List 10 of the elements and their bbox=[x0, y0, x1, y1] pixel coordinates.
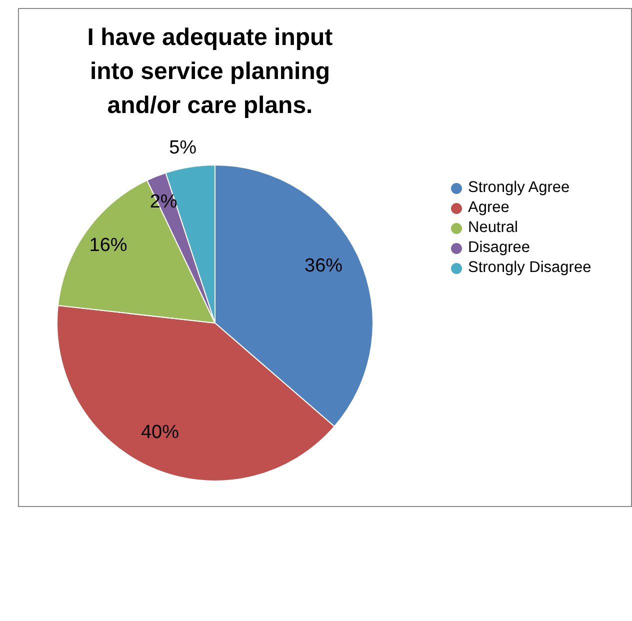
legend-label: Strongly Disagree bbox=[468, 259, 592, 277]
legend-label: Strongly Agree bbox=[468, 179, 570, 197]
data-label: 40% bbox=[140, 422, 180, 443]
legend-label: Agree bbox=[468, 199, 510, 217]
data-label: 16% bbox=[89, 235, 128, 256]
data-label: 5% bbox=[169, 138, 197, 159]
chart-title: I have adequate input into service planning and/or care plans. bbox=[86, 23, 334, 121]
data-label: 36% bbox=[304, 256, 343, 277]
legend-label: Neutral bbox=[468, 219, 518, 237]
legend-label: Disagree bbox=[468, 239, 530, 257]
